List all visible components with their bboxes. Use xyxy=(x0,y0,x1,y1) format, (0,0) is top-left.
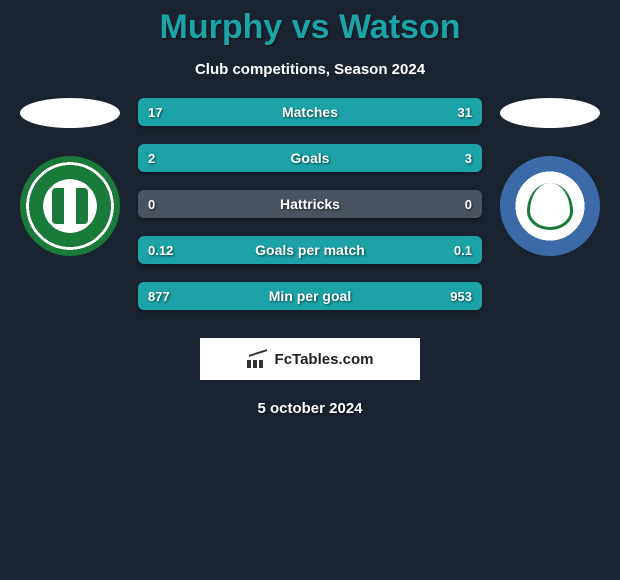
stat-row: 877Min per goal953 xyxy=(138,282,482,310)
brand-text: FcTables.com xyxy=(275,351,374,368)
page-title: Murphy vs Watson xyxy=(0,8,620,47)
left-player-photo xyxy=(20,98,120,128)
stat-label: Goals xyxy=(138,150,482,166)
stat-value-right: 0 xyxy=(465,197,472,212)
right-club-badge xyxy=(500,156,600,256)
stat-label: Goals per match xyxy=(138,242,482,258)
left-club-badge xyxy=(20,156,120,256)
stat-row: 0Hattricks0 xyxy=(138,190,482,218)
right-player-photo xyxy=(500,98,600,128)
date-text: 5 october 2024 xyxy=(0,400,620,417)
stat-row: 2Goals3 xyxy=(138,144,482,172)
comparison-infographic: Murphy vs Watson Club competitions, Seas… xyxy=(0,0,620,417)
subtitle: Club competitions, Season 2024 xyxy=(0,61,620,78)
stats-panel: 17Matches31 2Goals3 0Hattricks0 0.12Goals p… xyxy=(130,98,490,328)
brand-box: FcTables.com xyxy=(200,338,420,380)
stat-label: Min per goal xyxy=(138,288,482,304)
left-player-column xyxy=(10,98,130,256)
right-player-column xyxy=(490,98,610,256)
stat-value-right: 0.1 xyxy=(454,243,472,258)
stat-value-right: 953 xyxy=(450,289,472,304)
stat-value-right: 31 xyxy=(458,105,472,120)
content-row: 17Matches31 2Goals3 0Hattricks0 0.12Goals p… xyxy=(0,98,620,328)
stat-row: 17Matches31 xyxy=(138,98,482,126)
stat-value-right: 3 xyxy=(465,151,472,166)
stat-label: Matches xyxy=(138,104,482,120)
stat-label: Hattricks xyxy=(138,196,482,212)
brand-chart-icon xyxy=(247,350,269,368)
stat-row: 0.12Goals per match0.1 xyxy=(138,236,482,264)
